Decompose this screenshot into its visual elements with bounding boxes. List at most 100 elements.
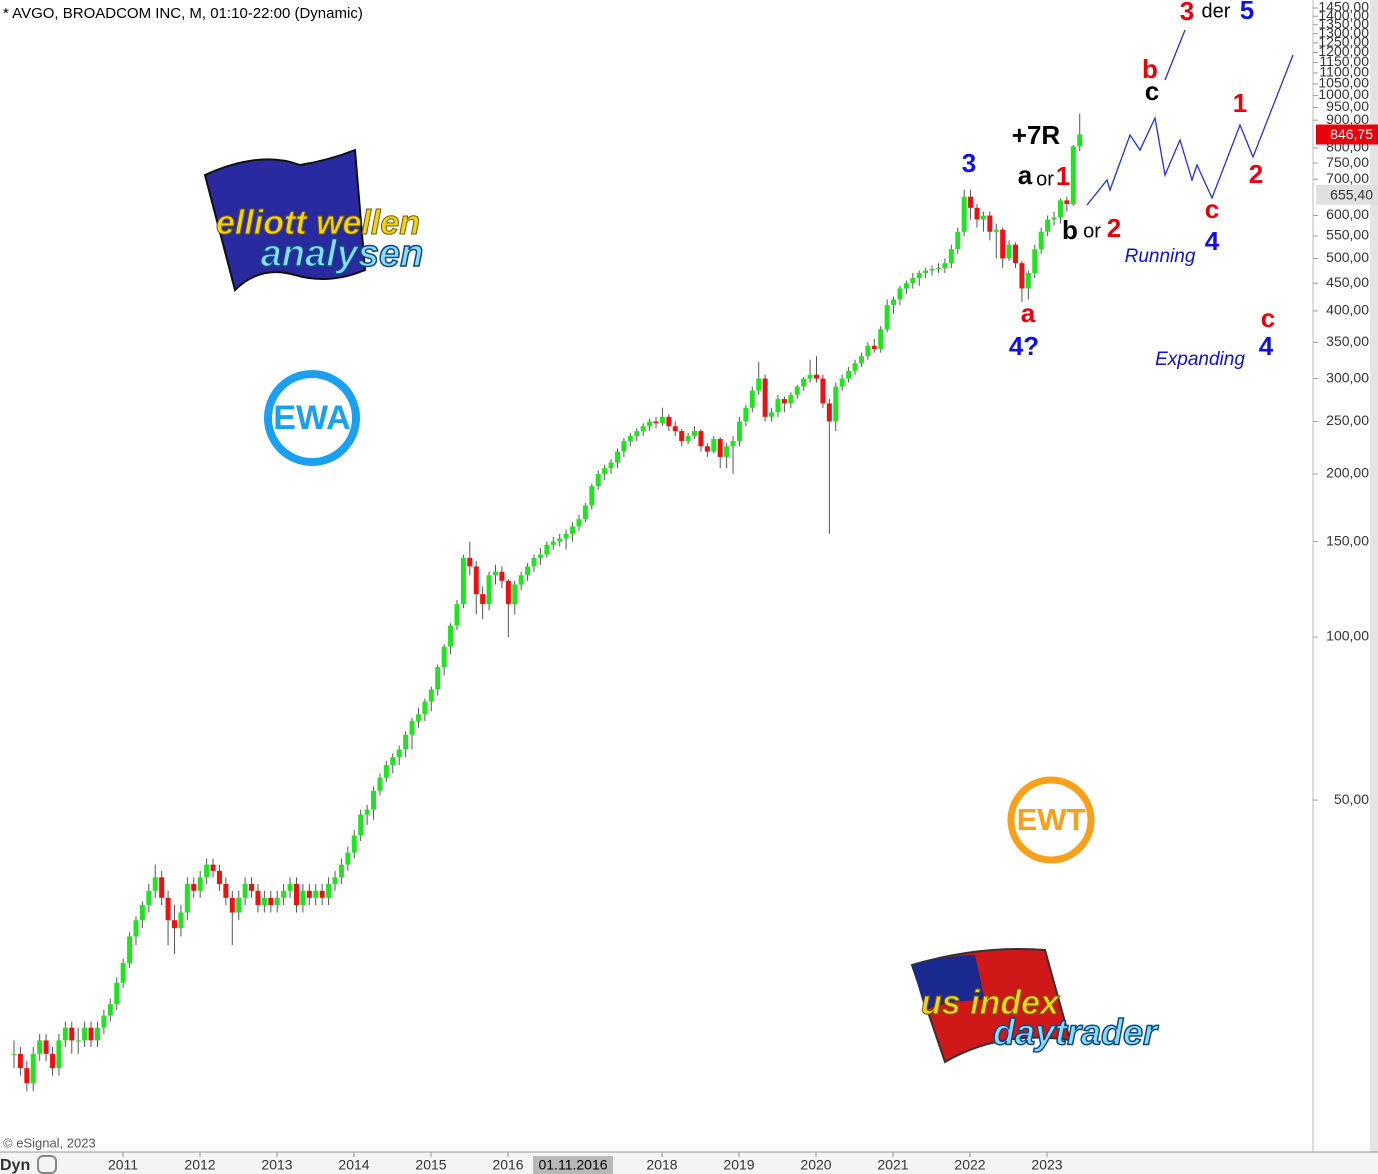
x-tick-label: 2013 <box>261 1157 292 1173</box>
y-tick-label: 950,00 <box>1326 98 1369 114</box>
candle-body <box>582 505 588 520</box>
candle-body <box>544 544 550 555</box>
ring <box>264 370 360 466</box>
chart-title: * AVGO, BROADCOM INC, M, 01:10-22:00 (Dy… <box>3 5 363 22</box>
x-tick-label: 2012 <box>184 1157 215 1173</box>
price-label: 655,40 <box>1330 186 1373 202</box>
candle-body <box>351 835 357 853</box>
candle-body <box>82 1027 88 1041</box>
y-tick-label: 900,00 <box>1326 111 1369 127</box>
candle-body <box>563 533 569 539</box>
candle-body <box>942 263 948 269</box>
candle-body <box>50 1053 56 1069</box>
candle-body <box>698 431 704 447</box>
candle-body <box>1057 200 1063 218</box>
candle-body <box>11 1053 17 1055</box>
mode-label: Dyn <box>0 1157 30 1174</box>
y-tick-label: 150,00 <box>1326 532 1369 548</box>
candle-body <box>1019 263 1025 289</box>
candle-body <box>871 345 877 350</box>
candle-body <box>1045 219 1051 232</box>
source: © eSignal, 2023 <box>3 1135 96 1150</box>
candle-body <box>377 777 383 791</box>
logo-text: daytrader <box>993 1012 1159 1053</box>
y-tick-label: 1200,00 <box>1318 43 1369 59</box>
candle-body <box>717 439 723 457</box>
candle-body <box>1070 146 1076 205</box>
candle-body <box>788 394 794 404</box>
candle-body <box>826 403 832 422</box>
candle-body <box>775 399 781 413</box>
candle-body <box>1000 229 1006 259</box>
candle-body <box>204 864 210 878</box>
candle-body <box>512 584 518 605</box>
y-tick-label: 400,00 <box>1326 302 1369 318</box>
x-tick-label: 2014 <box>338 1157 369 1173</box>
candle-body <box>287 883 293 891</box>
candle-body <box>127 936 133 964</box>
candle-body <box>249 883 255 891</box>
candle-body <box>24 1068 30 1084</box>
candle-body <box>781 399 787 404</box>
candle-body <box>916 272 922 279</box>
candle-body <box>428 689 434 702</box>
candle-body <box>647 421 653 427</box>
candle-body <box>409 720 415 735</box>
candle-body <box>968 196 974 208</box>
candle-body <box>454 604 460 626</box>
candle-body <box>94 1027 100 1041</box>
candle-body <box>75 1040 81 1042</box>
wave-label: Running <box>1125 246 1196 267</box>
candle-body <box>993 229 999 232</box>
candle-body <box>460 557 466 605</box>
candle-body <box>801 378 807 387</box>
y-tick-label: 1000,00 <box>1318 86 1369 102</box>
candle-body <box>486 575 492 605</box>
candle-body <box>974 207 980 220</box>
candle-body <box>1032 249 1038 273</box>
wave-label: 4 <box>1259 331 1274 361</box>
candle-body <box>30 1053 36 1084</box>
candle-body <box>268 897 274 906</box>
wave-label: c <box>1145 76 1159 106</box>
logo-text: elliott wellen <box>216 204 420 242</box>
wave-label: Expanding <box>1155 349 1245 370</box>
flag <box>203 148 367 292</box>
candle-body <box>749 390 755 408</box>
candle-body <box>910 278 916 284</box>
candle-body <box>159 877 165 898</box>
y-tick-label: 750,00 <box>1326 154 1369 170</box>
candle-body <box>531 557 537 567</box>
candle-body <box>435 667 441 690</box>
candle-body <box>505 580 511 605</box>
candle-body <box>929 269 935 271</box>
candle-body <box>794 386 800 395</box>
candle-body <box>743 407 749 422</box>
candle-body <box>223 883 229 898</box>
candle-body <box>242 883 248 898</box>
y-tick-label: 700,00 <box>1326 170 1369 186</box>
ewt-logo: EWT <box>1007 776 1095 864</box>
wave-label: +7R <box>1012 120 1061 150</box>
candle-body <box>666 416 672 427</box>
candle-body <box>1038 231 1044 250</box>
candle-body <box>473 566 479 595</box>
x-tick-label: 2015 <box>415 1157 446 1173</box>
x-tick-label: 2018 <box>646 1157 677 1173</box>
candle-body <box>769 412 775 417</box>
candle-body <box>525 566 531 576</box>
candle-body <box>172 920 177 929</box>
wave-label: 1 <box>1233 88 1247 118</box>
candle-body <box>987 215 993 232</box>
y-tick-label: 250,00 <box>1326 412 1369 428</box>
y-tick-label: 600,00 <box>1326 206 1369 222</box>
candle-body <box>820 378 826 404</box>
candle-body <box>37 1040 43 1054</box>
candle-body <box>711 439 717 452</box>
wave-label: 3 <box>1180 0 1194 26</box>
candle-body <box>839 378 845 387</box>
candle-body <box>313 890 319 898</box>
x-tick-label: 2019 <box>723 1157 754 1173</box>
candles <box>11 113 1083 1092</box>
us-logo: us index daytrader <box>910 948 1160 1064</box>
